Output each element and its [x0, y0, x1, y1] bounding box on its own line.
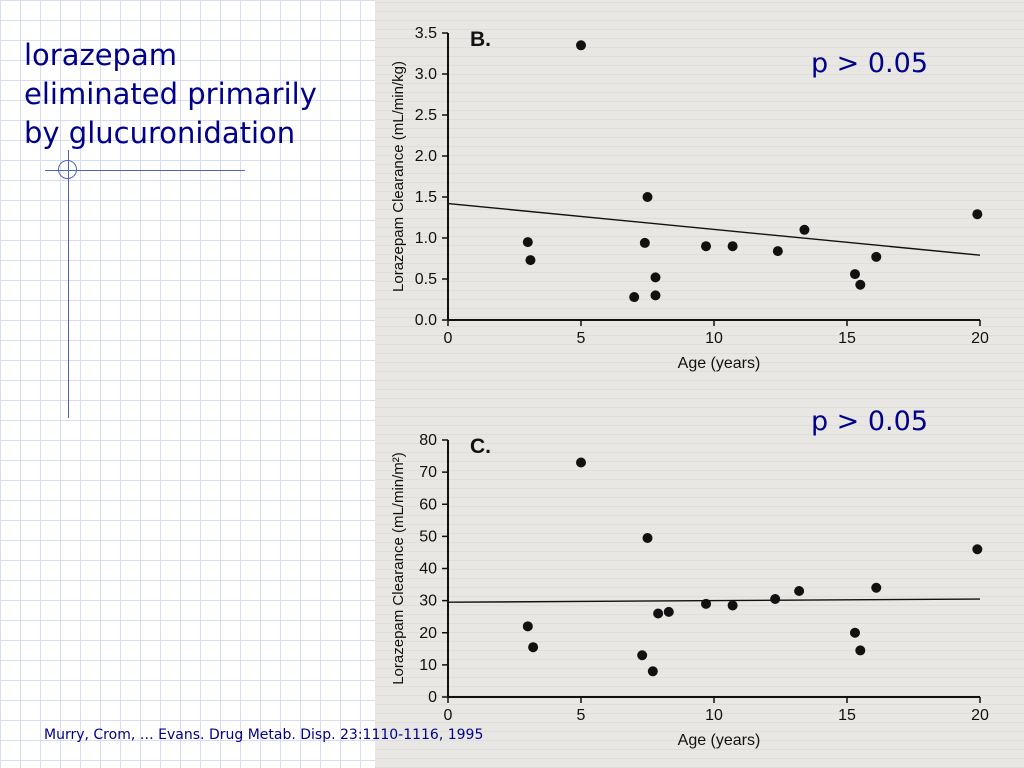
- data-point: [871, 251, 882, 262]
- chart-panel-1: 0 5 10 15 20 0.0 0.5 1.0 1.5 2.0 2.5 3.0 3.5 Age (yea…: [390, 25, 989, 372]
- data-point: [727, 600, 738, 611]
- data-point: [770, 594, 781, 605]
- x-tick-label: 10: [705, 707, 723, 724]
- data-point: [794, 585, 805, 596]
- x-tick-label: 5: [577, 330, 586, 347]
- y-tick-label: 60: [419, 496, 437, 513]
- x-tick-label: 10: [705, 330, 723, 347]
- x-axis-label: Age (years): [678, 732, 761, 749]
- data-point: [642, 532, 653, 543]
- y-tick-label: 2.0: [415, 148, 437, 165]
- x-tick-label: 5: [577, 707, 586, 724]
- data-point: [727, 241, 738, 252]
- x-tick-label: 15: [838, 330, 856, 347]
- data-point: [855, 279, 866, 290]
- y-tick-label: 0.0: [415, 312, 437, 329]
- data-point: [849, 627, 860, 638]
- y-tick-label: 3.0: [415, 66, 437, 83]
- data-point: [642, 192, 653, 202]
- data-point: [772, 246, 783, 257]
- data-point: [799, 224, 810, 235]
- x-tick-label: 0: [444, 330, 453, 347]
- y-axis-label: Lorazepam Clearance (mL/min/kg): [390, 61, 407, 292]
- y-tick-label: 3.5: [415, 25, 437, 42]
- p-value-annotation: p > 0.05: [811, 406, 928, 437]
- data-point: [522, 621, 533, 632]
- trend-line: [447, 598, 981, 603]
- data-point: [525, 255, 536, 266]
- x-tick-label: 0: [444, 707, 453, 724]
- trend-line: [447, 202, 981, 256]
- data-point: [576, 457, 586, 468]
- y-tick-label: 0.5: [415, 271, 437, 288]
- y-tick-label: 10: [419, 657, 437, 674]
- data-point: [701, 598, 712, 609]
- y-tick-label: 70: [419, 464, 437, 481]
- slide-title: lorazepam eliminated primarily by glucur…: [24, 38, 317, 150]
- p-value-annotation: p > 0.05: [811, 48, 928, 79]
- data-point: [855, 645, 866, 656]
- y-tick-label: 80: [419, 432, 437, 449]
- panel-label: B.: [470, 28, 491, 51]
- decorative-circle: [58, 160, 77, 179]
- data-point: [528, 642, 539, 653]
- y-tick-label: 1.0: [415, 230, 437, 247]
- x-tick-label: 20: [971, 330, 989, 347]
- data-point: [849, 269, 860, 280]
- data-point: [637, 650, 648, 661]
- x-tick-label: 15: [838, 707, 856, 724]
- scanned-page-background: [375, 0, 1024, 768]
- decorative-vertical-line: [68, 150, 69, 418]
- charts-figure: 0 5 10 15 20 0.0 0.5 1.0 1.5 2.0 2.5 3.0 3.5 Age (yea…: [390, 25, 989, 749]
- data-point: [629, 292, 640, 303]
- x-tick-label: 20: [971, 707, 989, 724]
- y-tick-label: 0: [428, 689, 437, 706]
- data-point: [647, 666, 658, 677]
- y-axis-label: Lorazepam Clearance (mL/min/m²): [390, 452, 407, 685]
- panel-label: C.: [470, 435, 491, 458]
- data-point: [522, 237, 533, 248]
- data-point: [701, 241, 712, 252]
- x-axis-label: Age (years): [678, 355, 761, 372]
- y-tick-label: 20: [419, 625, 437, 642]
- decorative-horizontal-line: [45, 170, 245, 171]
- data-point: [871, 582, 882, 593]
- data-point: [639, 237, 650, 248]
- data-point: [650, 290, 661, 301]
- y-tick-label: 2.5: [415, 107, 437, 124]
- chart-panel-2: 0 5 10 15 20 0 10 20 30 40 50 60 70 80 Age (years) Lora…: [390, 406, 989, 749]
- data-point: [972, 209, 983, 220]
- data-point: [650, 272, 661, 283]
- y-tick-label: 1.5: [415, 189, 437, 206]
- y-tick-label: 50: [419, 528, 437, 545]
- citation: Murry, Crom, … Evans. Drug Metab. Disp. …: [44, 727, 484, 743]
- y-tick-label: 30: [419, 593, 437, 610]
- data-point: [972, 544, 983, 555]
- y-tick-label: 40: [419, 561, 437, 578]
- data-point: [576, 40, 586, 51]
- data-point: [653, 608, 664, 619]
- data-point: [663, 606, 674, 617]
